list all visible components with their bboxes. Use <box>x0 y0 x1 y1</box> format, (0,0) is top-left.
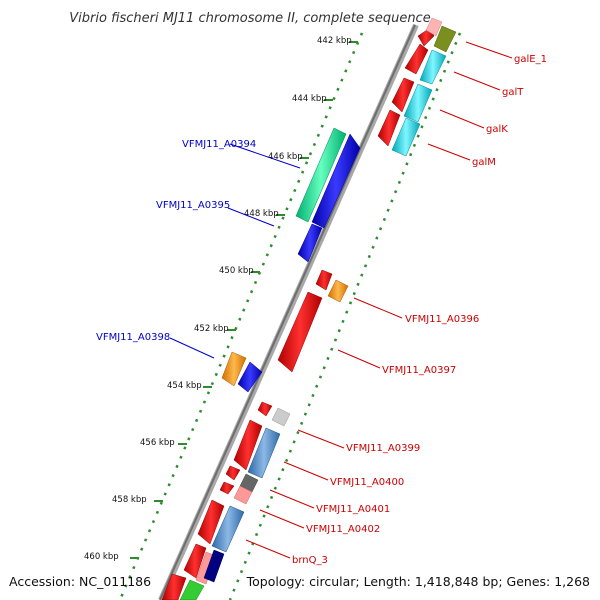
label-brnQ_3[interactable]: brnQ_3 <box>292 555 328 566</box>
cds-arrow[interactable] <box>219 481 235 495</box>
gene-VFMJ11_A0398[interactable] <box>221 351 247 387</box>
label-galK[interactable]: galK <box>486 124 508 135</box>
label-galM[interactable]: galM <box>472 157 496 168</box>
cds-arrow[interactable] <box>277 291 323 373</box>
map-title: Vibrio fischeri MJ11 chromosome II, comp… <box>69 11 430 26</box>
label-VFMJ11_A0397[interactable]: VFMJ11_A0397 <box>382 365 456 376</box>
gene-green[interactable] <box>179 579 205 600</box>
label-VFMJ11_A0398[interactable]: VFMJ11_A0398 <box>96 332 170 343</box>
leader-lines <box>169 41 513 559</box>
tick-label: 452 kbp <box>194 324 229 334</box>
tick-label: 444 kbp <box>292 94 327 104</box>
scale-ring-outer <box>228 32 462 600</box>
gene-VFMJ11_A0395-b[interactable] <box>297 223 323 263</box>
gene-features <box>161 17 457 600</box>
tick-label: 454 kbp <box>167 381 202 391</box>
tick-label: 456 kbp <box>140 438 175 448</box>
cds-arrow[interactable] <box>391 77 415 113</box>
gene-VFMJ11_A0395[interactable] <box>311 133 361 229</box>
gene-galT[interactable] <box>419 49 447 85</box>
gene-VFMJ11_A0400[interactable] <box>247 427 281 479</box>
tick-label: 450 kbp <box>219 266 254 276</box>
gene-brnQ_3-navy[interactable] <box>203 549 225 583</box>
gene-labels: galE_1 galT galK galM VFMJ11_A0394 VFMJ1… <box>96 54 547 566</box>
chromosome-backbone <box>158 23 419 600</box>
scale-ticks: 442 kbp 444 kbp 446 kbp 448 kbp 450 kbp … <box>84 36 358 562</box>
cds-arrow[interactable] <box>404 43 429 75</box>
gene-galM[interactable] <box>391 117 421 157</box>
cds-arrow[interactable] <box>257 401 273 417</box>
tick-label: 446 kbp <box>268 152 303 162</box>
label-VFMJ11_A0395[interactable]: VFMJ11_A0395 <box>156 200 230 211</box>
label-galE_1[interactable]: galE_1 <box>514 54 547 65</box>
label-VFMJ11_A0399[interactable]: VFMJ11_A0399 <box>346 443 420 454</box>
label-VFMJ11_A0400[interactable]: VFMJ11_A0400 <box>330 477 404 488</box>
gene-VFMJ11_A0398-blue[interactable] <box>237 361 263 393</box>
gene-galK[interactable] <box>403 83 433 123</box>
cds-arrow[interactable] <box>225 465 241 481</box>
tick-label: 442 kbp <box>317 36 352 46</box>
label-VFMJ11_A0396[interactable]: VFMJ11_A0396 <box>405 314 479 325</box>
label-VFMJ11_A0402[interactable]: VFMJ11_A0402 <box>306 524 380 535</box>
label-VFMJ11_A0401[interactable]: VFMJ11_A0401 <box>316 504 390 515</box>
cds-arrow[interactable] <box>161 573 187 600</box>
gene-VFMJ11_A0402[interactable] <box>233 485 253 505</box>
topology-text: Topology: circular; Length: 1,418,848 bp… <box>246 574 590 589</box>
cds-arrow[interactable] <box>197 499 225 545</box>
accession-text: Accession: NC_011186 <box>9 574 151 589</box>
gene-VFMJ11_A0399[interactable] <box>271 407 291 427</box>
label-VFMJ11_A0394[interactable]: VFMJ11_A0394 <box>182 139 256 150</box>
gene-galE_1-olive[interactable] <box>433 25 457 53</box>
cds-arrow[interactable] <box>233 419 263 471</box>
tick-label: 460 kbp <box>84 552 119 562</box>
label-galT[interactable]: galT <box>502 87 524 98</box>
cds-arrow[interactable] <box>315 269 333 291</box>
gene-VFMJ11_A0396[interactable] <box>327 279 349 303</box>
gene-VFMJ11_A0394[interactable] <box>295 127 347 223</box>
cds-arrow[interactable] <box>377 109 401 147</box>
gene-brnQ_3[interactable] <box>211 505 245 553</box>
cds-arrow[interactable] <box>183 543 207 579</box>
gene-galE_1[interactable] <box>425 17 443 37</box>
tick-label: 458 kbp <box>112 495 147 505</box>
tick-label: 448 kbp <box>244 209 279 219</box>
